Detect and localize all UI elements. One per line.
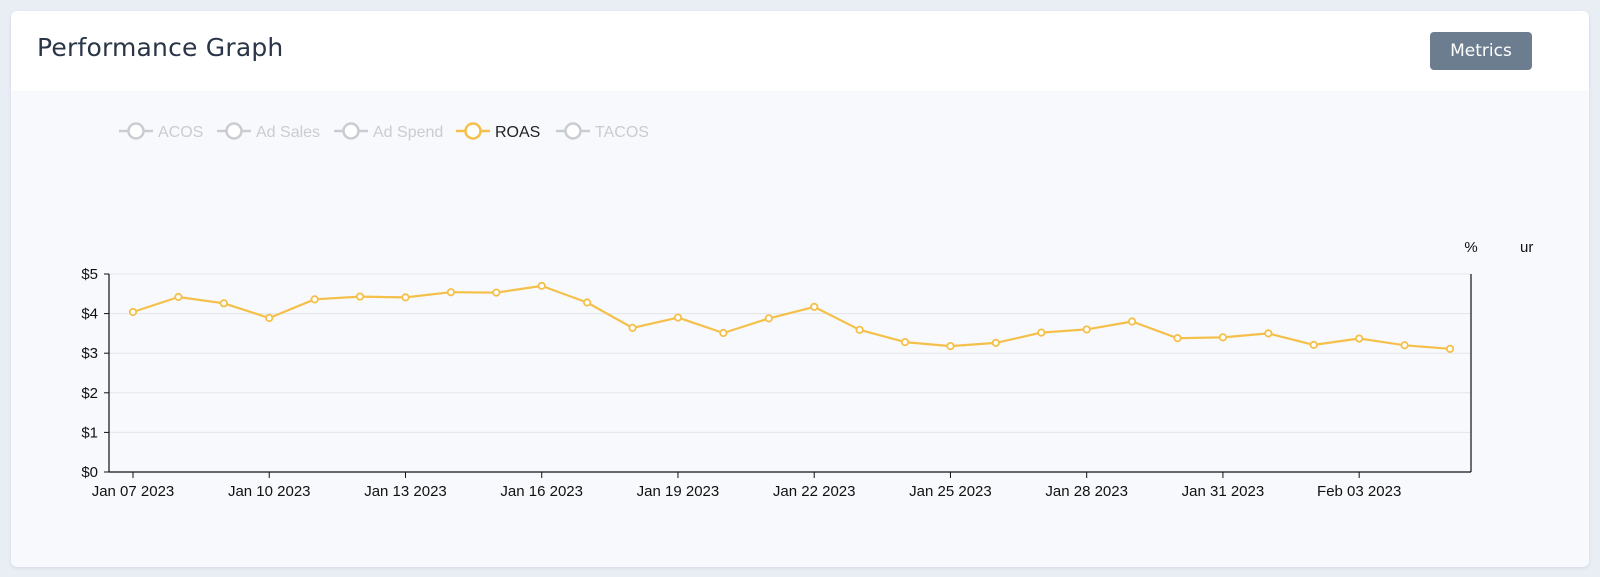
legend-circle-marker: [464, 122, 482, 140]
data-point: [492, 288, 501, 297]
data-point: [900, 338, 910, 347]
x-tick-label: Jan 28 2023: [1045, 483, 1128, 500]
data-point: [855, 325, 864, 334]
data-point: [764, 314, 773, 323]
x-tick-label: Feb 03 2023: [1317, 483, 1401, 500]
data-point: [310, 295, 319, 304]
x-tick-label: Jan 13 2023: [364, 483, 447, 500]
data-point: [1218, 333, 1228, 342]
x-tick-label: Jan 16 2023: [500, 483, 583, 500]
data-point: [1445, 344, 1455, 353]
legend-label: ACOS: [158, 124, 203, 141]
x-tick-label: Jan 31 2023: [1182, 483, 1265, 500]
data-point: [1082, 325, 1091, 334]
data-point: [1400, 341, 1409, 350]
data-point: [946, 341, 955, 351]
right-axis-label-units: ur: [1520, 239, 1533, 256]
roas-line-chart: $0 $1 $2 $3 $4 $5 Jan 07 2023 Jan 10 2023 Jan 13…: [81, 122, 1533, 500]
legend-label: ROAS: [495, 124, 540, 141]
performance-graph-card: Performance Graph Metrics $0 $1 $2 $3 $4 $5 Ja…: [11, 11, 1589, 567]
data-point: [1037, 328, 1046, 337]
page-title: Performance Graph: [37, 33, 284, 62]
series-line-roas: [132, 284, 1451, 350]
metrics-button[interactable]: Metrics: [1430, 32, 1532, 70]
data-point: [537, 281, 546, 290]
card-header: Performance Graph Metrics: [11, 11, 1589, 91]
legend-circle-marker: [127, 122, 145, 140]
right-axis-label-percent: %: [1464, 239, 1477, 256]
data-point: [265, 313, 274, 323]
x-tick-label: Jan 07 2023: [92, 483, 175, 500]
legend-label: Ad Spend: [373, 124, 443, 141]
data-point: [1173, 334, 1182, 343]
y-tick-label: $4: [81, 306, 98, 323]
data-point: [446, 288, 455, 297]
legend-label: TACOS: [595, 124, 649, 141]
y-tick-label: $0: [81, 464, 98, 481]
y-tick-label: $3: [81, 345, 98, 362]
data-point: [401, 293, 410, 302]
data-point: [1355, 334, 1364, 343]
legend-circle-marker: [225, 122, 243, 140]
data-point: [174, 292, 183, 302]
data-point: [355, 292, 365, 301]
data-point: [1264, 329, 1273, 338]
legend-item-tacos[interactable]: TACOS: [556, 122, 649, 142]
x-tick-label: Jan 25 2023: [909, 483, 992, 500]
legend-circle-marker: [342, 122, 360, 140]
x-tick-label: Jan 22 2023: [773, 483, 856, 500]
y-tick-label: $1: [81, 424, 98, 441]
legend-item-ad-spend[interactable]: Ad Spend: [334, 122, 443, 142]
data-point: [128, 307, 138, 317]
y-tick-label: $2: [81, 385, 98, 402]
data-point: [991, 338, 1000, 348]
legend-item-roas[interactable]: ROAS: [456, 122, 540, 142]
data-point: [1128, 317, 1137, 326]
x-tick-label: Jan 19 2023: [637, 483, 720, 500]
data-point: [628, 323, 637, 332]
data-point: [719, 328, 728, 338]
legend-label: Ad Sales: [256, 124, 320, 141]
legend-circle-marker: [564, 122, 582, 140]
y-tick-label: $5: [81, 266, 98, 283]
data-point: [810, 302, 819, 311]
data-point: [583, 298, 592, 307]
data-point: [673, 313, 683, 322]
data-point: [1309, 340, 1318, 349]
legend-item-ad-sales[interactable]: Ad Sales: [217, 122, 320, 142]
data-point: [219, 299, 228, 308]
legend-item-acos[interactable]: ACOS: [119, 122, 203, 142]
x-tick-label: Jan 10 2023: [228, 483, 311, 500]
